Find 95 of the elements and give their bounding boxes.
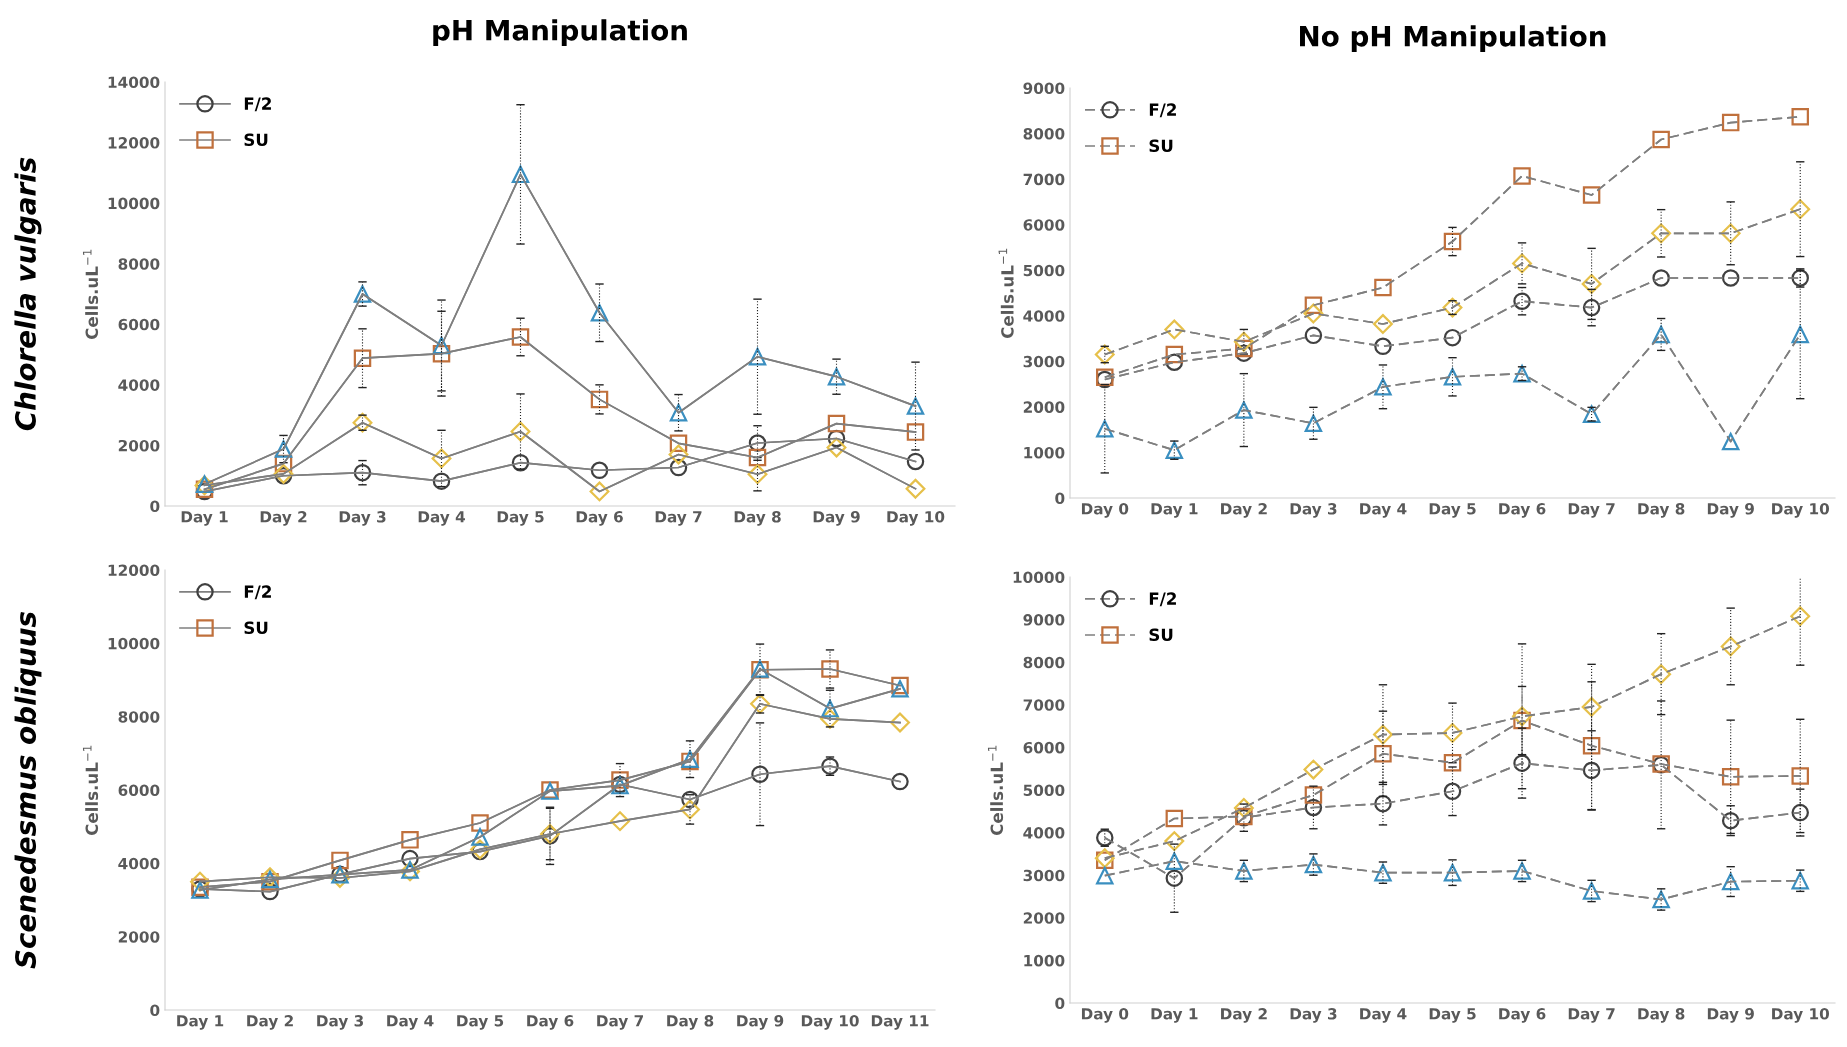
text: Scenedesmus obliquus xyxy=(14,611,42,969)
y-tick-label: 6000 xyxy=(118,784,160,797)
y-tick-label: 6000 xyxy=(1023,741,1065,754)
x-tick-label: Day 3 xyxy=(339,511,386,526)
y-tick-label: 8000 xyxy=(1023,128,1065,140)
legend-label: SU xyxy=(244,621,268,635)
x-tick-label: Day 6 xyxy=(576,511,623,526)
x-tick-label: Day 11 xyxy=(871,1015,929,1030)
y-tick-label: 4000 xyxy=(118,379,160,391)
y-tick-label: 8000 xyxy=(1023,656,1065,669)
x-tick-label: Day 9 xyxy=(1707,503,1754,518)
x-tick-label: Day 4 xyxy=(1360,503,1407,518)
x-tick-label: Day 3 xyxy=(317,1015,363,1030)
y-tick-label: 5000 xyxy=(1023,784,1065,797)
y-tick-label: 10000 xyxy=(108,637,160,650)
x-tick-label: Day 4 xyxy=(1360,1008,1407,1023)
y-tick-label: 2000 xyxy=(1023,912,1065,924)
y-tick-label: 2000 xyxy=(118,931,160,943)
x-tick-label: Day 4 xyxy=(387,1015,434,1030)
x-tick-label: Day 4 xyxy=(418,511,466,526)
x-tick-label: Day 6 xyxy=(527,1015,574,1030)
y-axis-title: Cells.uL$^{−1}$ xyxy=(987,745,1004,835)
y-tick-label: 0 xyxy=(1055,492,1065,505)
y-tick-label: 14000 xyxy=(108,76,160,89)
y-tick-label: 0 xyxy=(150,500,160,513)
y-axis-title: Cells.uL$^{−1}$ xyxy=(82,745,99,835)
legend-label: F/2 xyxy=(1149,592,1176,607)
x-tick-label: Day 10 xyxy=(1772,1008,1830,1023)
x-tick-label: Day 9 xyxy=(737,1015,784,1030)
y-tick-label: 7000 xyxy=(1023,699,1065,711)
x-tick-label: Day 10 xyxy=(887,511,945,526)
x-tick-label: Day 5 xyxy=(497,511,544,526)
legend-label: SU xyxy=(1149,628,1173,642)
y-tick-label: 8000 xyxy=(118,711,160,723)
chart-title: pH Manipulation xyxy=(433,19,687,47)
y-tick-label: 6000 xyxy=(118,318,160,331)
x-tick-label: Day 2 xyxy=(247,1015,293,1030)
y-tick-label: 0 xyxy=(150,1004,160,1017)
y-tick-label: 7000 xyxy=(1023,173,1065,186)
x-tick-label: Day 5 xyxy=(1429,1008,1476,1023)
x-tick-label: Day 2 xyxy=(260,511,307,526)
x-tick-label: Day 6 xyxy=(1499,1008,1546,1023)
x-tick-label: Day 2 xyxy=(1221,1008,1267,1023)
x-tick-label: Day 8 xyxy=(1638,1008,1685,1023)
x-tick-label: Day 3 xyxy=(1290,503,1337,518)
x-tick-label: Day 10 xyxy=(1772,503,1830,518)
y-tick-label: 4000 xyxy=(1023,310,1065,322)
legend-label: F/2 xyxy=(1149,103,1176,118)
y-tick-label: 0 xyxy=(1055,997,1065,1010)
legend-label: F/2 xyxy=(244,585,271,600)
y-tick-label: 1000 xyxy=(1024,954,1065,967)
y-axis-title: Cells.uL$^{−1}$ xyxy=(998,248,1014,338)
y-tick-label: 4000 xyxy=(1023,827,1065,839)
chart-title: No pH Manipulation xyxy=(1300,25,1606,53)
text: Chlorella vulgaris xyxy=(14,157,42,431)
x-tick-label: Day 3 xyxy=(1290,1008,1337,1023)
x-tick-label: Day 7 xyxy=(655,511,702,526)
x-tick-label: Day 0 xyxy=(1081,503,1129,518)
x-tick-label: Day 2 xyxy=(1221,503,1267,518)
y-tick-label: 10000 xyxy=(1013,571,1065,584)
y-tick-label: 1000 xyxy=(1024,446,1065,459)
x-tick-label: Day 1 xyxy=(177,1015,224,1030)
x-tick-label: Day 8 xyxy=(734,511,781,526)
y-tick-label: 9000 xyxy=(1023,82,1065,95)
y-tick-label: 2000 xyxy=(118,439,160,452)
x-tick-label: Day 10 xyxy=(801,1015,859,1030)
y-tick-label: 12000 xyxy=(108,137,160,149)
legend-label: F/2 xyxy=(244,97,271,112)
x-tick-label: Day 6 xyxy=(1499,503,1546,518)
x-tick-label: Day 7 xyxy=(597,1015,643,1030)
legend-label: SU xyxy=(244,133,268,147)
y-axis-title: Cells.uL$^{−1}$ xyxy=(82,249,99,339)
legend-label: SU xyxy=(1149,139,1173,153)
x-tick-label: Day 5 xyxy=(457,1015,504,1030)
x-tick-label: Day 8 xyxy=(1638,503,1685,518)
y-tick-label: 12000 xyxy=(108,564,160,577)
y-tick-label: 5000 xyxy=(1023,264,1065,277)
y-tick-label: 8000 xyxy=(118,258,160,270)
x-tick-label: Day 0 xyxy=(1081,1008,1129,1023)
x-tick-label: Day 1 xyxy=(181,511,228,526)
y-tick-label: 3000 xyxy=(1023,355,1065,368)
y-tick-label: 4000 xyxy=(118,857,160,870)
y-tick-label: 2000 xyxy=(1023,401,1065,413)
x-tick-label: Day 9 xyxy=(1707,1008,1754,1023)
x-tick-label: Day 1 xyxy=(1151,503,1198,518)
y-tick-label: 10000 xyxy=(108,197,160,210)
y-tick-label: 3000 xyxy=(1023,869,1065,882)
x-tick-label: Day 5 xyxy=(1429,503,1476,518)
x-tick-label: Day 1 xyxy=(1151,1008,1198,1023)
y-tick-label: 9000 xyxy=(1023,614,1065,626)
x-tick-label: Day 7 xyxy=(1568,503,1615,518)
y-tick-label: 6000 xyxy=(1023,219,1065,231)
x-tick-label: Day 8 xyxy=(667,1015,714,1030)
x-tick-label: Day 7 xyxy=(1568,1008,1615,1023)
x-tick-label: Day 9 xyxy=(813,511,860,526)
